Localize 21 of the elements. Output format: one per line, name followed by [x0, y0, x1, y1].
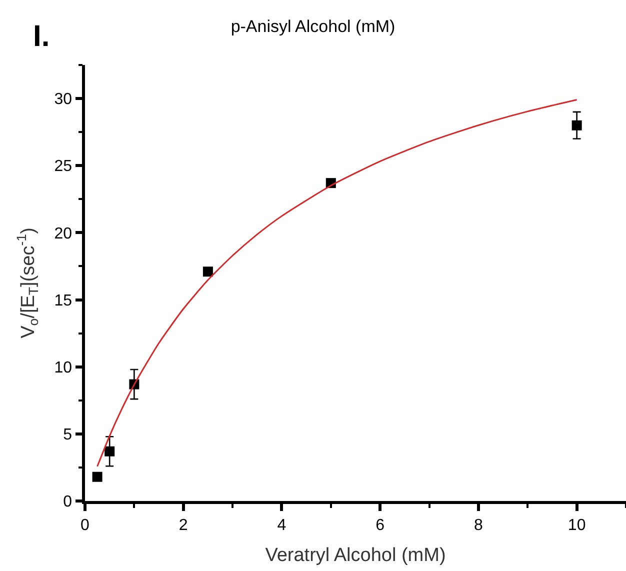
line-series — [96, 99, 578, 468]
point — [202, 266, 213, 277]
y-tick-label: 5 — [63, 426, 72, 444]
x-tick-label: 10 — [568, 516, 586, 534]
text: I. — [33, 20, 50, 53]
y-tick-label: 10 — [54, 359, 72, 376]
point — [572, 120, 582, 130]
y-tick-label: 25 — [54, 158, 72, 176]
x-tick-label: 0 — [80, 516, 90, 534]
y-tick-label: 0 — [63, 494, 72, 511]
point — [104, 446, 115, 456]
y-tick-label: 20 — [54, 225, 72, 242]
x-tick-label: 2 — [178, 516, 188, 534]
x-tick-label: 8 — [474, 516, 483, 534]
x-axis-title: Veratryl Alcohol (mM) — [265, 544, 446, 566]
x-tick-label: 4 — [277, 516, 286, 534]
y-tick-label: 15 — [54, 292, 72, 310]
point — [92, 472, 102, 482]
x-tick-label: 6 — [376, 516, 385, 534]
chart-title: p-Anisyl Alcohol (mM) — [230, 16, 396, 36]
y-tick-label: 30 — [54, 91, 72, 108]
